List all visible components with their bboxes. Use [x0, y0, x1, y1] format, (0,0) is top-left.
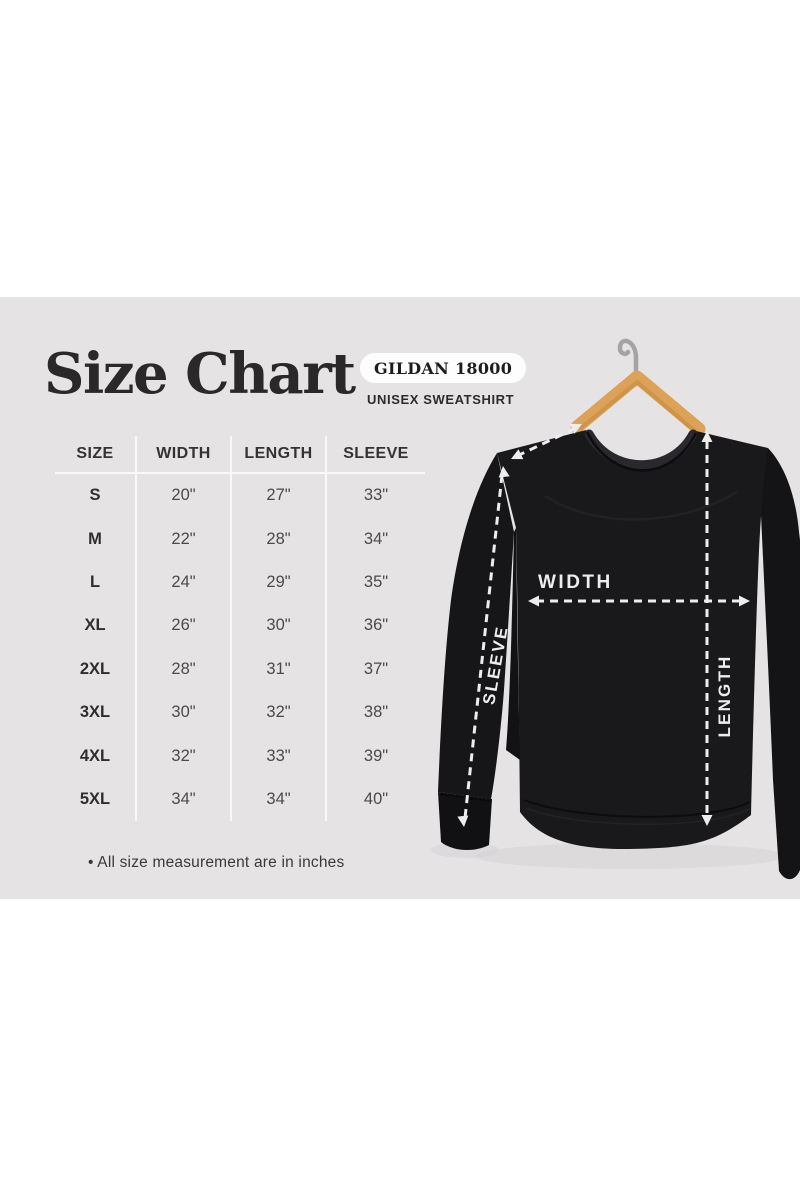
fabric-fold [544, 490, 738, 521]
collar-rib [584, 429, 698, 470]
measurement-cell: 39" [363, 746, 389, 765]
column-header-sleeve: SLEEVE [327, 436, 425, 474]
page-title: Size Chart [44, 341, 356, 407]
measurement-cell: 40" [363, 789, 389, 808]
measurement-cell: 32" [137, 734, 232, 778]
measurement-cell: 37" [363, 659, 389, 678]
column-header-length: LENGTH [232, 436, 327, 474]
size-cell: XL [55, 604, 137, 648]
left-sleeve [438, 453, 514, 799]
measurement-cell: 38" [363, 703, 389, 722]
measurement-cell: 36" [363, 616, 389, 635]
measurement-cell: 29" [232, 560, 327, 605]
sleeve-arrow [457, 466, 510, 827]
product-subtitle: UNISEX SWEATSHIRT [367, 392, 515, 407]
measurement-cell: 35" [363, 572, 389, 591]
measurement-cell: 33" [363, 486, 389, 505]
measurement-cell: 28" [232, 517, 327, 561]
measurement-cell: 28" [137, 647, 232, 691]
footnote: • All size measurement are in inches [88, 854, 345, 871]
column-header-size: SIZE [55, 436, 137, 474]
measurement-cell: 24" [137, 560, 232, 605]
waistband-seam [523, 799, 751, 818]
size-cell: 4XL [55, 734, 137, 778]
measurement-cell: 30" [232, 604, 327, 648]
measurement-cell: 30" [137, 690, 232, 735]
length-arrow [701, 431, 713, 826]
measurement-cell: 31" [232, 647, 327, 691]
sweatshirt-diagram: WIDTH SLEEVE LENGTH [431, 338, 800, 880]
shadow [475, 843, 785, 869]
measurement-cell: 22" [137, 517, 232, 561]
measurement-cell: 34" [363, 529, 389, 548]
underarm-seam [506, 528, 520, 760]
length-label: LENGTH [715, 654, 734, 737]
size-cell: 3XL [55, 690, 137, 735]
measurement-cell: 32" [232, 690, 327, 735]
sweatshirt-photo: WIDTH SLEEVE LENGTH [415, 300, 800, 900]
product-badge: GILDAN 18000 [360, 353, 527, 383]
measurement-cell: 34" [137, 777, 232, 822]
collar-inner-line [585, 431, 698, 472]
measurement-cell: 27" [232, 474, 327, 518]
size-cell: M [55, 517, 137, 561]
size-table: SIZE WIDTH LENGTH SLEEVE S 20" 27" 33" M 22" 2… [55, 436, 425, 822]
column-header-width: WIDTH [137, 436, 232, 474]
cuff-seam [439, 793, 492, 802]
measurement-cell: 33" [232, 734, 327, 778]
size-cell: 5XL [55, 777, 137, 822]
measurement-cell: 34" [232, 777, 327, 822]
sweatshirt-body [497, 430, 768, 850]
wooden-hanger-icon [570, 370, 706, 436]
hanger-hook-icon [617, 338, 639, 387]
size-cell: 2XL [55, 647, 137, 691]
waistband-line [525, 807, 750, 825]
width-label: WIDTH [538, 572, 613, 593]
right-sleeve [760, 448, 800, 880]
size-cell: L [55, 560, 137, 605]
measurement-cell: 20" [137, 474, 232, 518]
shoulder-arrow [511, 423, 582, 460]
measurement-cell: 26" [137, 604, 232, 648]
wooden-hanger-shading [579, 380, 697, 433]
size-cell: S [55, 474, 137, 518]
